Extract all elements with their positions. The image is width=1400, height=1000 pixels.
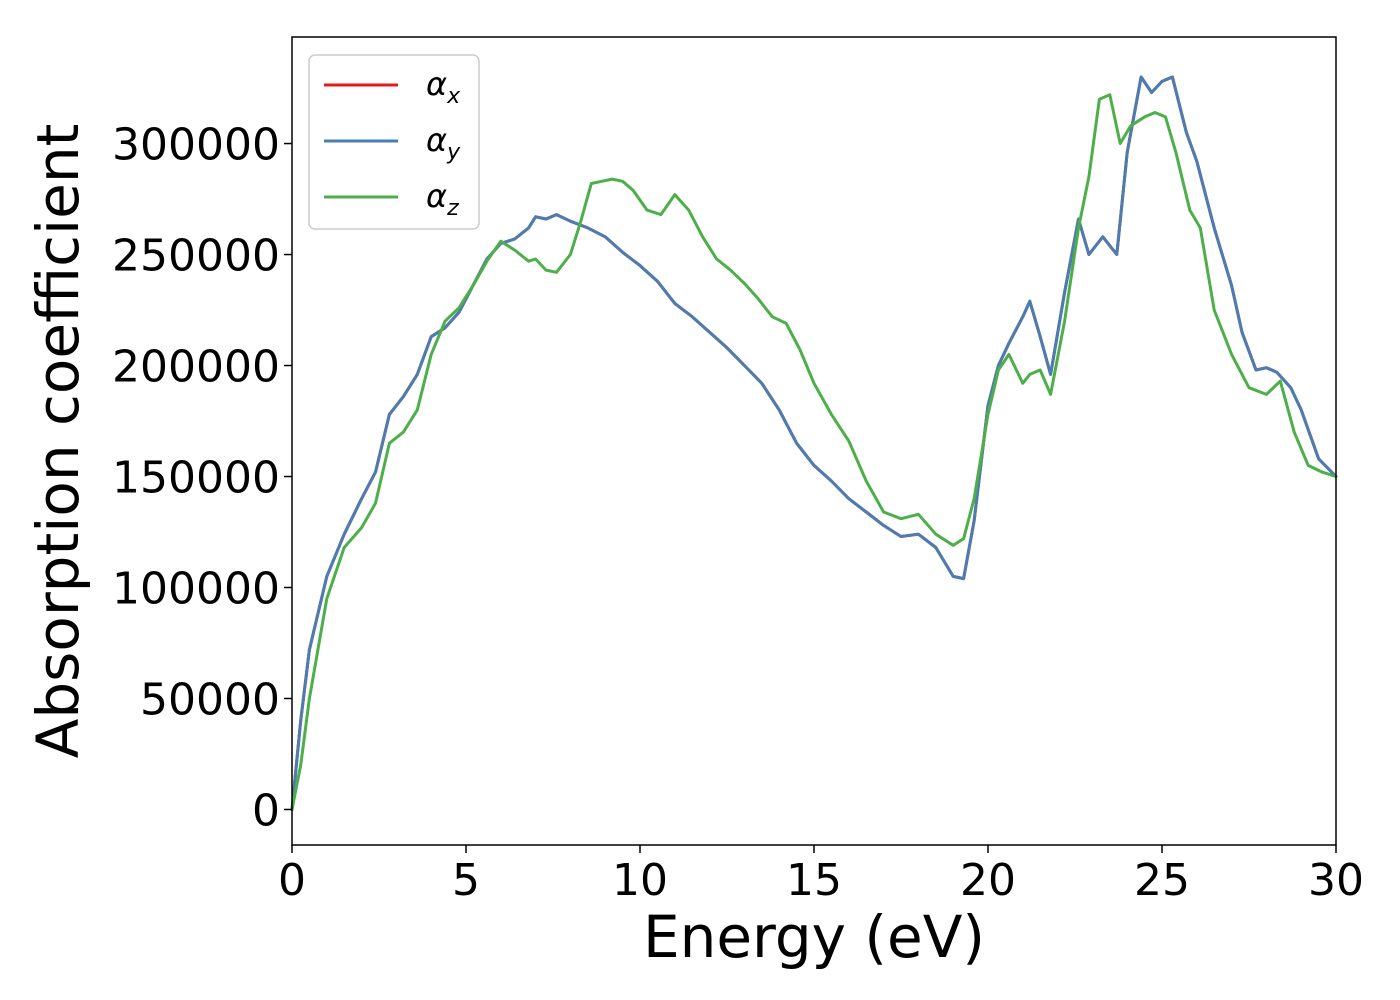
x-tick-label: 0 xyxy=(278,855,306,906)
y-tick-label: 300000 xyxy=(112,120,280,171)
x-tick-label: 20 xyxy=(960,855,1016,906)
legend: αx αy αz xyxy=(308,54,480,230)
legend-label-z: αz xyxy=(426,177,459,221)
y-axis-ticks: 0 50000 100000 150000 200000 250000 300000 xyxy=(112,120,292,836)
legend-label-x: αx xyxy=(426,65,461,109)
y-tick-label: 0 xyxy=(252,785,280,836)
y-tick-label: 250000 xyxy=(112,231,280,282)
y-tick-label: 200000 xyxy=(112,342,280,393)
x-axis-ticks: 0 5 10 15 20 25 30 xyxy=(278,845,1364,906)
x-tick-label: 10 xyxy=(612,855,668,906)
series-line-z xyxy=(290,93,1338,811)
series-layer xyxy=(290,75,1338,811)
x-tick-label: 25 xyxy=(1134,855,1190,906)
y-tick-label: 150000 xyxy=(112,453,280,504)
y-tick-label: 50000 xyxy=(140,674,280,725)
x-tick-label: 15 xyxy=(786,855,842,906)
x-tick-label: 5 xyxy=(452,855,480,906)
x-axis-title: Energy (eV) xyxy=(643,903,985,971)
x-tick-label: 30 xyxy=(1308,855,1364,906)
series-line-y xyxy=(290,75,1338,811)
y-tick-label: 100000 xyxy=(112,564,280,615)
y-axis-title: Absorption coefficient xyxy=(24,124,92,759)
legend-label-y: αy xyxy=(426,121,461,165)
